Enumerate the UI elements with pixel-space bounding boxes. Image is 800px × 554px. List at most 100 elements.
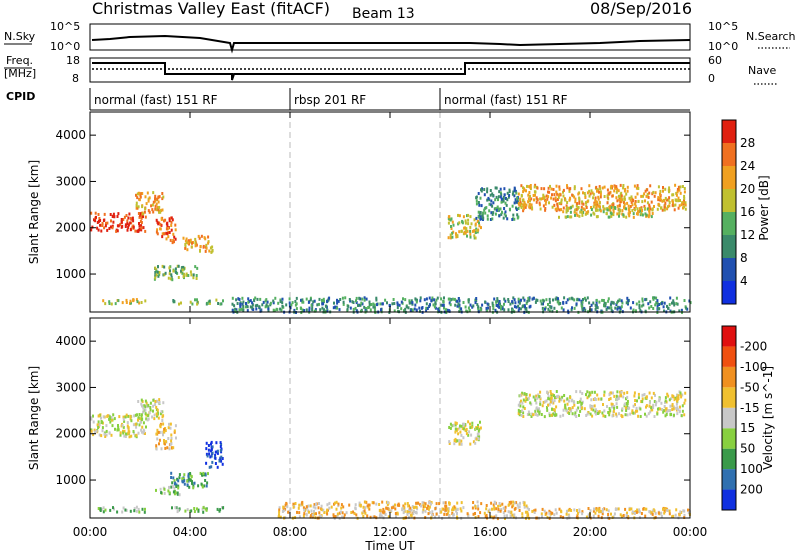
data-cell [646,188,649,192]
data-cell [558,187,561,191]
data-cell [322,302,325,306]
colorbar-segment [722,120,736,143]
data-cell [541,306,544,310]
data-cell [569,210,572,214]
data-cell [467,306,470,310]
data-cell [103,432,106,436]
data-cell [193,481,196,485]
data-cell [155,273,158,277]
data-cell [467,514,470,518]
data-cell [534,398,537,402]
data-cell [540,302,543,306]
data-cell [495,195,498,199]
data-cell [595,205,598,209]
data-cell [330,505,333,509]
data-cell [611,403,614,407]
data-cell [613,189,616,193]
data-cell [574,200,577,204]
data-cell [375,296,378,300]
data-cell [127,431,130,435]
data-cell [99,223,102,227]
data-cell [106,414,109,418]
data-cell [247,297,250,301]
data-cell [419,299,422,303]
data-cell [443,296,445,300]
data-cell [615,185,618,189]
data-cell [208,301,211,305]
data-cell [191,302,194,306]
data-cell [251,301,254,305]
data-cell [216,449,219,453]
data-cell [680,395,683,399]
data-cell [486,198,489,202]
data-cell [369,515,372,519]
data-cell [175,506,178,510]
data-cell [522,415,525,418]
data-cell [309,515,312,519]
data-cell [676,396,679,400]
data-cell [566,201,569,204]
data-cell [599,187,602,191]
data-cell [160,209,162,213]
data-cell [623,195,626,199]
data-cell [486,190,489,194]
data-cell [431,296,434,300]
data-cell [320,508,323,512]
data-cell [161,235,164,239]
data-cell [313,299,316,303]
data-cell [612,203,615,207]
data-cell [492,211,495,215]
data-cell [581,300,584,304]
data-cell [222,506,224,510]
data-cell [659,192,661,196]
data-cell [621,407,624,411]
data-cell [448,309,451,313]
data-cell [303,309,306,312]
data-cell [144,412,147,416]
data-cell [293,308,296,312]
data-cell [660,302,663,306]
data-cell [155,208,158,212]
data-cell [455,439,458,443]
data-cell [629,412,632,416]
data-cell [586,191,589,195]
data-cell [656,412,659,416]
data-cell [679,510,682,514]
data-cell [118,415,121,419]
data-cell [637,187,640,190]
data-cell [578,510,581,514]
data-cell [622,213,625,217]
data-cell [552,188,555,191]
data-cell [624,406,627,410]
data-cell [434,507,437,510]
data-cell [684,398,687,402]
data-cell [656,302,659,306]
data-cell [678,188,681,192]
data-cell [551,193,553,197]
data-cell [606,188,609,192]
data-cell [364,511,367,515]
data-cell [187,472,190,476]
data-cell [255,307,258,311]
data-cell [592,192,595,196]
data-cell [468,309,471,312]
data-cell [303,508,306,512]
data-cell [638,508,641,512]
data-cell [430,299,433,303]
data-cell [623,197,626,201]
data-cell [135,425,138,429]
data-cell [119,433,122,437]
data-cell [508,193,511,197]
data-cell [488,508,491,512]
data-cell [273,309,276,313]
data-cell [624,187,627,191]
data-cell [451,512,454,515]
data-cell [616,188,619,192]
data-cell [476,500,479,504]
colorbar-segment [722,166,736,189]
data-cell [479,211,482,214]
data-cell [291,301,294,305]
data-cell [463,230,466,234]
data-cell [546,515,549,519]
data-cell [663,199,666,202]
